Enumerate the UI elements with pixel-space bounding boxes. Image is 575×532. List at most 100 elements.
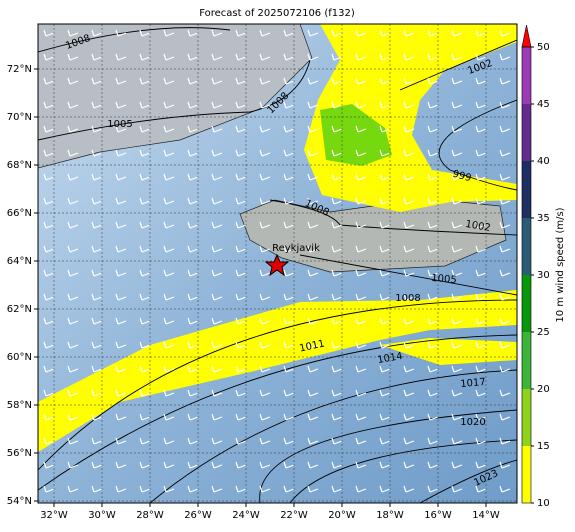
wind-barb xyxy=(259,317,271,325)
city-label: Reykjavik xyxy=(272,243,320,254)
wind-barb xyxy=(91,485,103,493)
wind-barb xyxy=(355,461,367,469)
wind-barb xyxy=(331,389,343,397)
wind-barb xyxy=(307,53,319,61)
wind-barb xyxy=(355,101,367,109)
wind-barb xyxy=(451,293,463,301)
wind-barb xyxy=(499,245,511,253)
wind-barb xyxy=(379,389,391,397)
wind-barb xyxy=(91,413,103,421)
wind-barb xyxy=(475,77,487,85)
wind-barb xyxy=(163,365,175,373)
wind-barb xyxy=(355,293,367,301)
wind-barb xyxy=(259,101,271,109)
wind-barb xyxy=(139,317,151,325)
wind-barb xyxy=(187,173,199,181)
wind-barb xyxy=(235,245,247,253)
wind-barb xyxy=(451,461,463,469)
wind-barb xyxy=(67,125,79,133)
wind-barb xyxy=(307,29,319,37)
wind-barb xyxy=(331,125,343,133)
wind-barb xyxy=(475,29,487,37)
wind-barb xyxy=(307,317,319,325)
isobar-label: 1011 xyxy=(299,338,326,354)
wind-barb xyxy=(403,341,415,349)
wind-barb xyxy=(307,461,319,469)
wind-barb xyxy=(427,221,439,229)
wind-barb xyxy=(355,197,367,205)
wind-barb xyxy=(91,173,103,181)
wind-barb xyxy=(475,221,487,229)
wind-barb xyxy=(331,461,343,469)
wind-barb xyxy=(139,437,151,445)
lon-label: 14°W xyxy=(472,510,500,521)
wind-barb xyxy=(235,485,247,493)
wind-barb xyxy=(355,389,367,397)
wind-barb xyxy=(235,149,247,157)
isobar-label: 1014 xyxy=(377,351,404,366)
wind-barb xyxy=(379,221,391,229)
wind-barb xyxy=(451,29,463,37)
wind-barb xyxy=(427,269,439,277)
wind-barb xyxy=(355,149,367,157)
wind-barb xyxy=(211,173,223,181)
wind-barb xyxy=(259,437,271,445)
colorbar-extend xyxy=(521,24,532,48)
wind-barb xyxy=(139,389,151,397)
wind-barb xyxy=(211,389,223,397)
wind-barb xyxy=(475,269,487,277)
wind-barb xyxy=(259,269,271,277)
wind-barb xyxy=(67,53,79,61)
wind-barb xyxy=(475,413,487,421)
wind-barb xyxy=(115,149,127,157)
wind-barb xyxy=(67,389,79,397)
wind-barb xyxy=(211,341,223,349)
colorbar-segment xyxy=(522,446,531,503)
wind-barb xyxy=(331,485,343,493)
wind-barb xyxy=(163,197,175,205)
colorbar-segment xyxy=(522,332,531,389)
wind-barb xyxy=(355,437,367,445)
wind-barb xyxy=(283,413,295,421)
wind-barb xyxy=(475,149,487,157)
wind-barb xyxy=(115,173,127,181)
wind-barb xyxy=(331,269,343,277)
wind-barb xyxy=(379,173,391,181)
wind-barb xyxy=(163,245,175,253)
wind-barb xyxy=(451,389,463,397)
wind-barb xyxy=(379,53,391,61)
wind-barb xyxy=(43,221,55,229)
wind-barb xyxy=(43,149,55,157)
wind-barb xyxy=(307,173,319,181)
wind-barb xyxy=(331,77,343,85)
wind-barb xyxy=(187,53,199,61)
wind-barb xyxy=(235,437,247,445)
wind-barb xyxy=(211,245,223,253)
colorbar-segment xyxy=(522,47,531,104)
wind-barb xyxy=(307,341,319,349)
wind-barb xyxy=(475,341,487,349)
wind-barb xyxy=(331,221,343,229)
wind-barb xyxy=(43,53,55,61)
wind-barb xyxy=(187,413,199,421)
wind-barb xyxy=(403,29,415,37)
wind-barb xyxy=(499,365,511,373)
wind-barb xyxy=(235,293,247,301)
wind-barb xyxy=(67,77,79,85)
wind-barb xyxy=(259,77,271,85)
wind-barb xyxy=(259,485,271,493)
wind-barb xyxy=(379,77,391,85)
wind-barb xyxy=(91,461,103,469)
wind-barb xyxy=(283,317,295,325)
wind-barb xyxy=(187,77,199,85)
wind-barb xyxy=(283,77,295,85)
wind-barb xyxy=(499,173,511,181)
wind-barb xyxy=(139,269,151,277)
wind-barb xyxy=(67,101,79,109)
wind-barb xyxy=(331,29,343,37)
wind-barb xyxy=(499,221,511,229)
wind-barb xyxy=(403,437,415,445)
wind-barb xyxy=(91,269,103,277)
wind-barb xyxy=(115,77,127,85)
wind-barb xyxy=(43,485,55,493)
